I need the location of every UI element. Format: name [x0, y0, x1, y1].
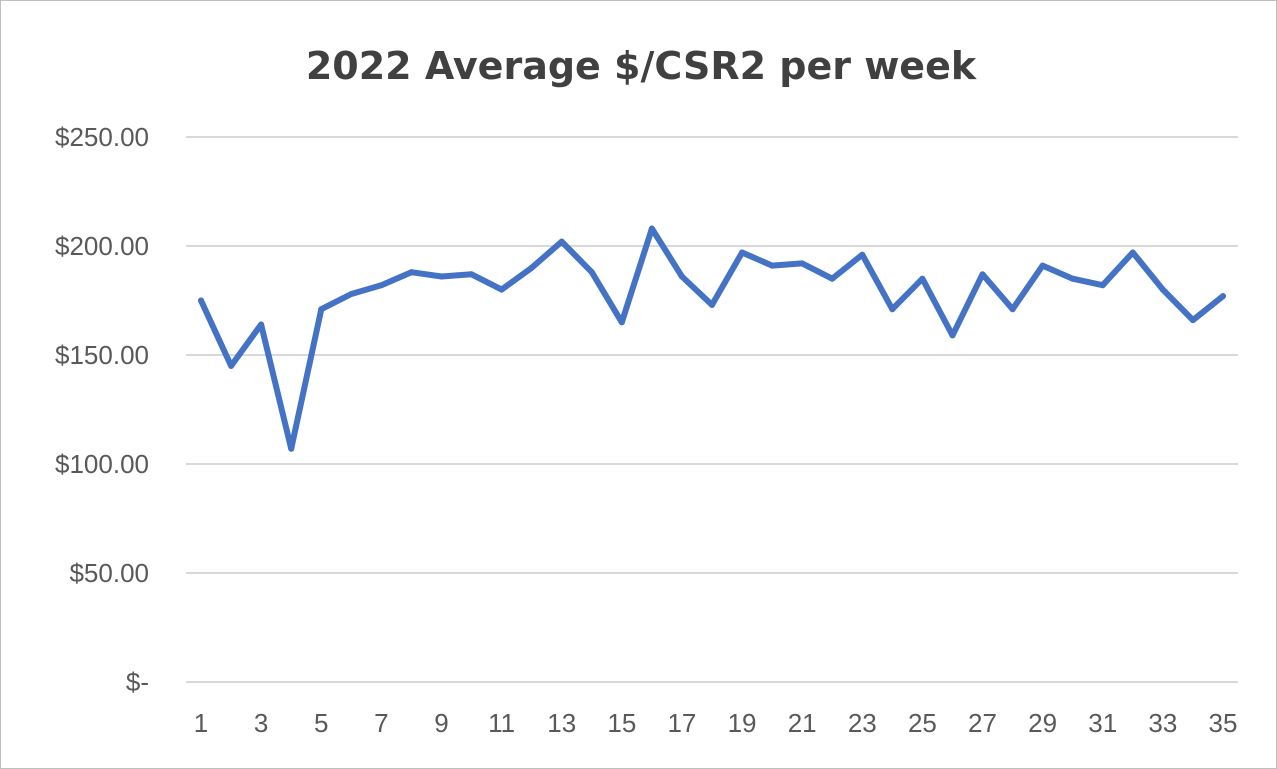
x-tick-label: 27: [968, 708, 997, 738]
data-point: [1069, 275, 1076, 282]
data-point: [678, 273, 685, 280]
y-tick-label: $100.00: [55, 449, 149, 479]
x-tick-label: 33: [1148, 708, 1177, 738]
x-tick-label: 29: [1028, 708, 1057, 738]
x-tick-label: 25: [908, 708, 937, 738]
y-tick-label: $-: [126, 667, 149, 697]
data-point: [348, 290, 355, 297]
series-layer: [198, 225, 1226, 452]
x-tick-label: 5: [314, 708, 328, 738]
gridlines: [186, 136, 1238, 683]
data-point: [1129, 249, 1136, 256]
data-point: [468, 271, 475, 278]
x-tick-label: 31: [1088, 708, 1117, 738]
x-tick-label: 35: [1209, 708, 1238, 738]
x-tick-label: 17: [667, 708, 696, 738]
x-axis-ticks: 1 3 5 7 9 11 13 15 17 19 21 23 25 27 29 31 33 35: [194, 708, 1238, 738]
x-tick-label: 9: [434, 708, 448, 738]
data-point: [739, 249, 746, 256]
data-point: [528, 264, 535, 271]
data-point: [1099, 282, 1106, 289]
data-point: [1009, 306, 1016, 313]
y-axis-ticks: $- $50.00 $100.00 $150.00 $200.00 $250.00: [55, 122, 149, 697]
x-tick-label: 11: [488, 708, 515, 738]
x-tick-label: 15: [607, 708, 636, 738]
x-tick-label: 23: [848, 708, 877, 738]
data-point: [318, 306, 325, 313]
data-point: [889, 306, 896, 313]
data-point: [829, 275, 836, 282]
data-point: [769, 262, 776, 269]
data-point: [979, 271, 986, 278]
x-tick-label: 3: [254, 708, 268, 738]
data-point: [438, 273, 445, 280]
data-point: [198, 297, 205, 304]
x-tick-label: 13: [547, 708, 576, 738]
y-tick-label: $50.00: [69, 558, 149, 588]
data-point: [618, 319, 625, 326]
data-point: [288, 445, 295, 452]
data-point: [588, 269, 595, 276]
y-tick-label: $250.00: [55, 122, 149, 152]
series-line: [198, 225, 1226, 452]
y-tick-label: $150.00: [55, 340, 149, 370]
data-point: [648, 225, 655, 232]
chart-title: 2022 Average $/CSR2 per week: [306, 44, 977, 88]
data-point: [1159, 286, 1166, 293]
data-point: [1189, 317, 1196, 324]
data-point: [1219, 293, 1226, 300]
y-tick-label: $200.00: [55, 231, 149, 261]
x-tick-label: 1: [194, 708, 208, 738]
data-point: [408, 269, 415, 276]
data-point: [1039, 262, 1046, 269]
data-point: [228, 362, 235, 369]
data-point: [949, 332, 956, 339]
x-tick-label: 21: [788, 708, 817, 738]
data-point: [859, 251, 866, 258]
data-point: [799, 260, 806, 267]
data-point: [378, 282, 385, 289]
data-point: [709, 301, 715, 308]
x-tick-label: 19: [728, 708, 757, 738]
data-point: [919, 275, 926, 282]
x-tick-label: 7: [374, 708, 388, 738]
data-point: [258, 321, 265, 328]
data-point: [558, 238, 565, 245]
data-point: [498, 286, 505, 293]
